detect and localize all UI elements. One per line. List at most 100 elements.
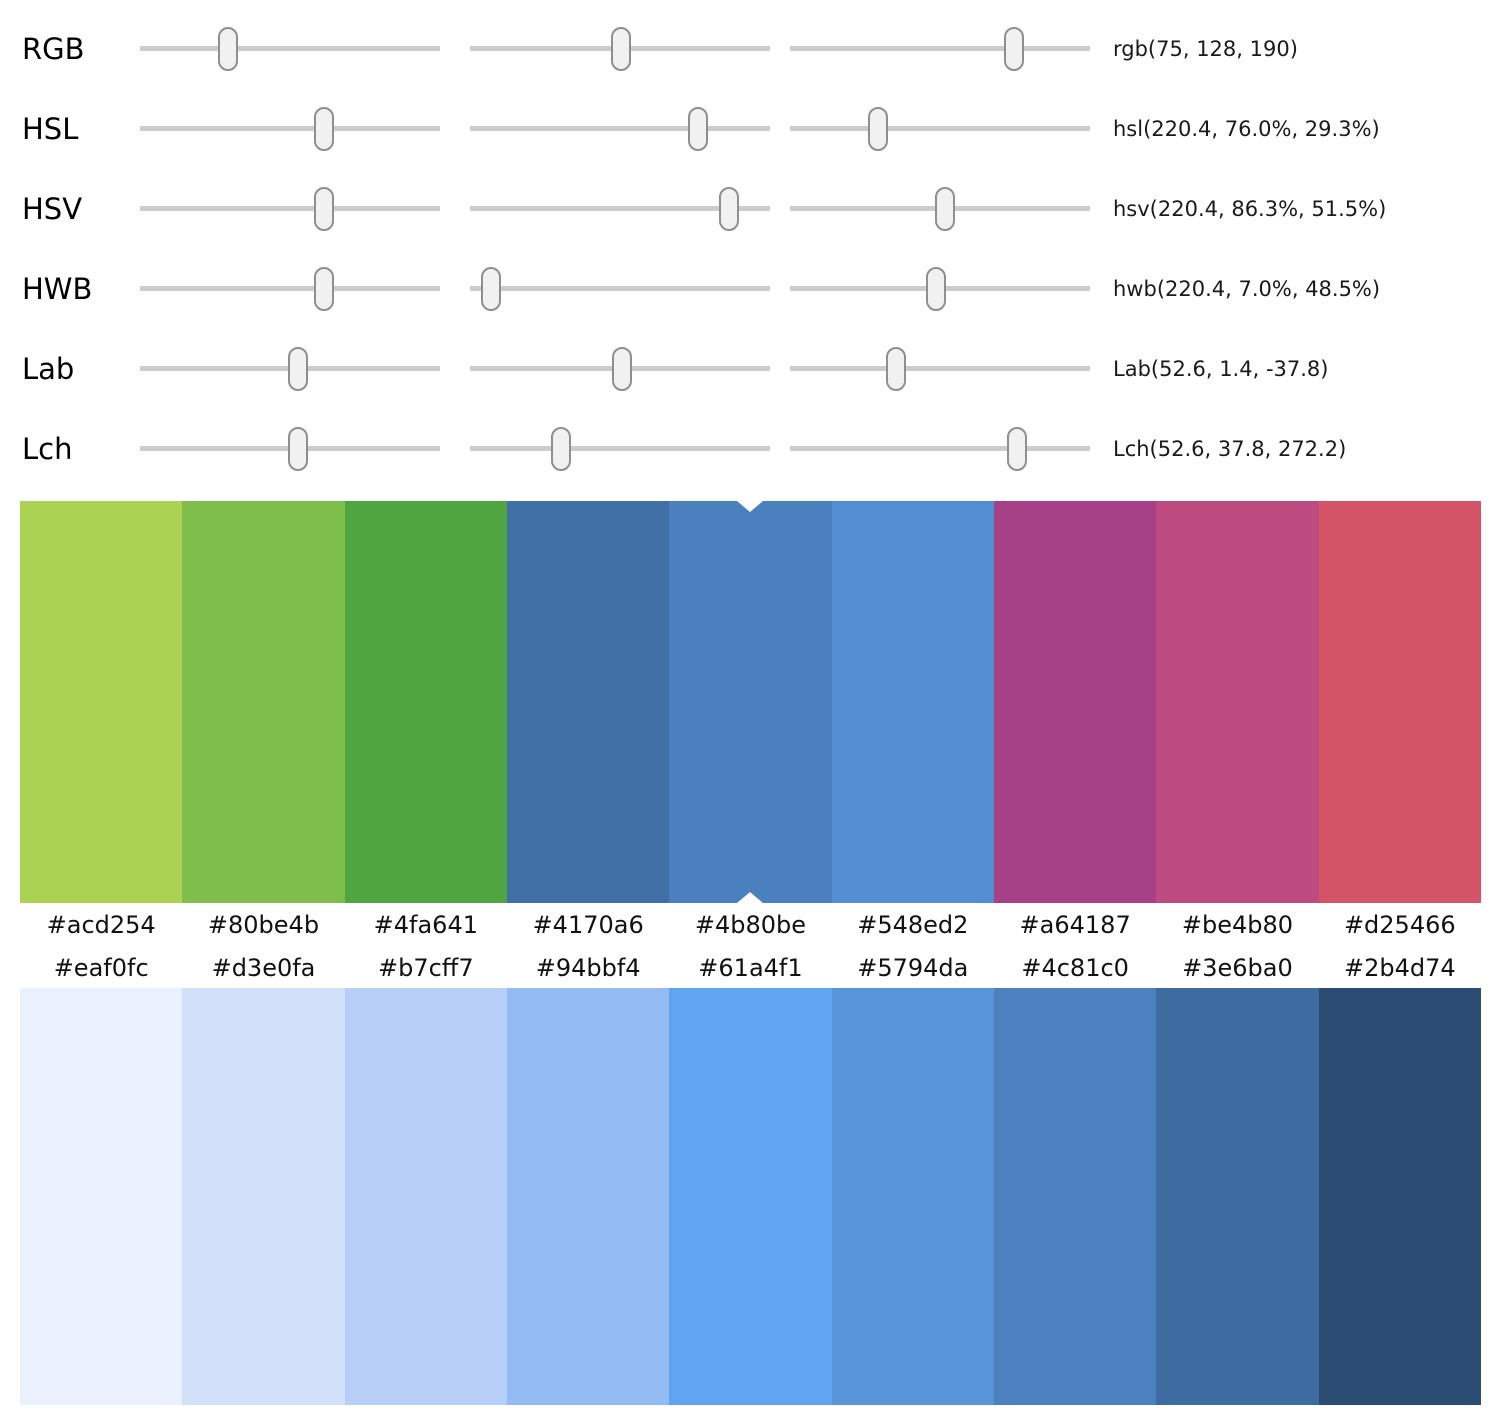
slider-thumb[interactable] — [1003, 27, 1024, 71]
swatch-hex-label: #61a4f1 — [698, 953, 803, 982]
swatch-hex-label: #3e6ba0 — [1182, 953, 1293, 982]
slider-group-label: RGB — [22, 31, 85, 66]
palette-swatch-acd254[interactable] — [20, 501, 183, 903]
slider-group-label: HSV — [22, 191, 83, 226]
palette-swatch-4b80be[interactable] — [669, 501, 832, 903]
slider-channel-1 — [140, 23, 440, 75]
slider-row-lab: Lab Lab(52.6, 1.4, -37.8) — [0, 329, 1501, 409]
slider-track[interactable] — [790, 126, 1090, 131]
palette-swatch-4170a6[interactable] — [506, 501, 670, 903]
color-value-readout: hsv(220.4, 86.3%, 51.5%) — [1113, 197, 1387, 221]
palette-swatch-eaf0fc[interactable] — [20, 988, 183, 1405]
slider-channel-3 — [790, 343, 1090, 395]
slider-channel-1 — [140, 343, 440, 395]
slider-channel-2 — [470, 183, 770, 235]
slider-thumb[interactable] — [287, 347, 308, 391]
slider-section: RGB rgb(75, 128, 190) HSL hsl(220.4, — [0, 0, 1501, 489]
slider-track[interactable] — [470, 446, 770, 451]
slider-channel-1 — [140, 103, 440, 155]
swatch-hex-label: #d25466 — [1343, 911, 1456, 939]
palette-swatch-b7cff7[interactable] — [344, 988, 507, 1405]
slider-group-label: HWB — [22, 271, 93, 306]
hex-labels-bottom: #eaf0fc #d3e0fa #b7cff7 #94bbf4 #61a4f1 #5794… — [20, 947, 1481, 988]
slider-channel-3 — [790, 263, 1090, 315]
slider-track[interactable] — [790, 366, 1090, 371]
palette-swatch-5794da[interactable] — [831, 988, 994, 1405]
slider-thumb[interactable] — [1006, 427, 1027, 471]
slider-channel-3 — [790, 23, 1090, 75]
slider-thumb[interactable] — [218, 27, 239, 71]
slider-channel-2 — [470, 23, 770, 75]
slider-row-hsv: HSV hsv(220.4, 86.3%, 51.5%) — [0, 169, 1501, 249]
slider-thumb[interactable] — [610, 27, 631, 71]
palette-swatch-be4b80[interactable] — [1156, 501, 1319, 903]
color-value-readout: rgb(75, 128, 190) — [1113, 37, 1298, 61]
slider-thumb[interactable] — [886, 347, 907, 391]
swatch-hex-label: #b7cff7 — [378, 953, 474, 982]
slider-channel-3 — [790, 103, 1090, 155]
slider-row-lch: Lch Lch(52.6, 37.8, 272.2) — [0, 409, 1501, 489]
slider-track[interactable] — [790, 446, 1090, 451]
swatch-hex-label: #548ed2 — [857, 911, 969, 939]
swatch-hex-label: #a64187 — [1019, 911, 1131, 939]
slider-channel-2 — [470, 343, 770, 395]
swatch-hex-label: #4fa641 — [373, 911, 478, 939]
slider-channel-2 — [470, 103, 770, 155]
slider-track[interactable] — [470, 286, 770, 291]
slider-thumb[interactable] — [718, 187, 739, 231]
palette-swatch-94bbf4[interactable] — [506, 988, 670, 1405]
color-value-readout: Lab(52.6, 1.4, -37.8) — [1113, 357, 1329, 381]
slider-channel-2 — [470, 423, 770, 475]
swatch-hex-label: #acd254 — [46, 911, 156, 939]
color-value-readout: Lch(52.6, 37.8, 272.2) — [1113, 437, 1347, 461]
palette-top — [20, 501, 1481, 903]
slider-track[interactable] — [140, 206, 440, 211]
color-value-readout: hwb(220.4, 7.0%, 48.5%) — [1113, 277, 1381, 301]
slider-row-hsl: HSL hsl(220.4, 76.0%, 29.3%) — [0, 89, 1501, 169]
slider-thumb[interactable] — [688, 107, 708, 151]
palette-swatch-4c81c0[interactable] — [993, 988, 1157, 1405]
slider-thumb[interactable] — [867, 107, 888, 151]
selected-swatch-notch-top-icon — [737, 501, 764, 512]
palette-swatch-80be4b[interactable] — [182, 501, 345, 903]
slider-channel-1 — [140, 423, 440, 475]
slider-channel-3 — [790, 183, 1090, 235]
palette-bottom — [20, 988, 1481, 1405]
palette-swatch-d3e0fa[interactable] — [182, 988, 345, 1405]
slider-track[interactable] — [470, 206, 770, 211]
palette-swatch-4fa641[interactable] — [344, 501, 507, 903]
slider-track[interactable] — [140, 46, 440, 51]
slider-thumb[interactable] — [313, 107, 334, 151]
slider-track[interactable] — [470, 126, 770, 131]
swatch-hex-label: #80be4b — [207, 911, 320, 939]
swatch-hex-label: #4b80be — [694, 911, 807, 939]
slider-thumb[interactable] — [550, 427, 571, 471]
slider-row-hwb: HWB hwb(220.4, 7.0%, 48.5%) — [0, 249, 1501, 329]
slider-thumb[interactable] — [481, 267, 501, 311]
palette-swatch-61a4f1[interactable] — [669, 988, 832, 1405]
slider-thumb[interactable] — [611, 347, 632, 391]
slider-channel-1 — [140, 183, 440, 235]
swatch-hex-label: #4170a6 — [532, 911, 644, 939]
slider-group-label: Lab — [22, 351, 75, 386]
palette-swatch-2b4d74[interactable] — [1318, 988, 1481, 1405]
slider-channel-2 — [470, 263, 770, 315]
slider-thumb[interactable] — [313, 267, 334, 311]
palette-swatch-d25466[interactable] — [1318, 501, 1481, 903]
slider-track[interactable] — [140, 126, 440, 131]
palette-swatch-548ed2[interactable] — [831, 501, 994, 903]
swatch-hex-label: #94bbf4 — [535, 953, 641, 982]
slider-channel-1 — [140, 263, 440, 315]
swatch-hex-label: #eaf0fc — [53, 953, 149, 982]
slider-thumb[interactable] — [934, 187, 955, 231]
slider-thumb[interactable] — [287, 427, 308, 471]
palette-swatch-3e6ba0[interactable] — [1156, 988, 1319, 1405]
selected-swatch-notch-bottom-icon — [737, 892, 764, 903]
slider-track[interactable] — [790, 46, 1090, 51]
slider-thumb[interactable] — [925, 267, 946, 311]
slider-group-label: Lch — [22, 431, 73, 466]
slider-track[interactable] — [140, 286, 440, 291]
slider-thumb[interactable] — [313, 187, 334, 231]
palette-swatch-a64187[interactable] — [993, 501, 1157, 903]
